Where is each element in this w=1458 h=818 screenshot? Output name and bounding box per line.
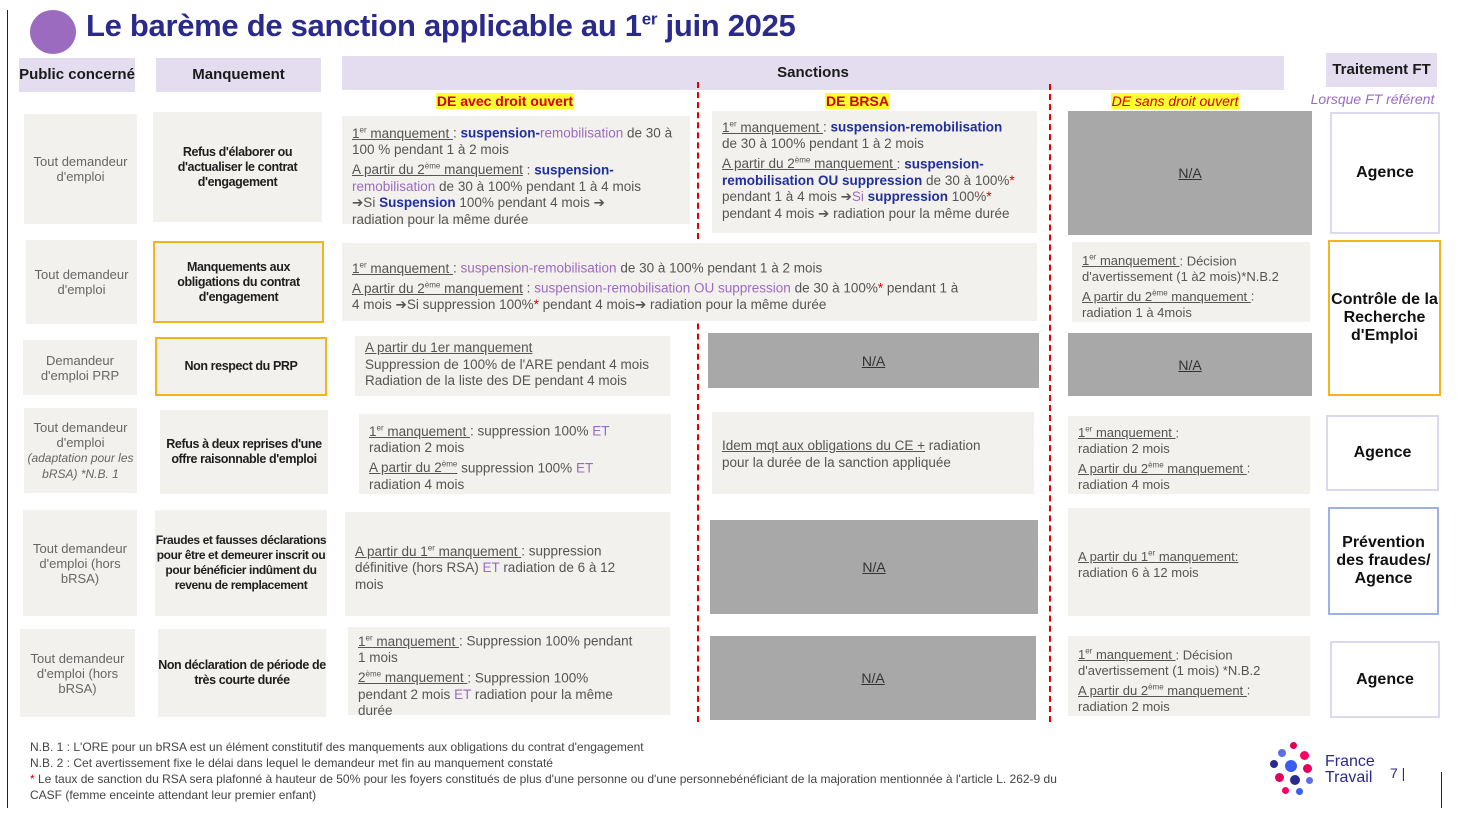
logo-wordmark: France Travail bbox=[1325, 753, 1375, 786]
footnote-star: * Le taux de sanction du RSA sera plafon… bbox=[30, 772, 1057, 786]
subheader-de-droit-ouvert: DE avec droit ouvert bbox=[435, 93, 575, 109]
row3-de-droit-ouvert-text: A partir du 1er manquement Suppression d… bbox=[355, 336, 670, 396]
row6-public: Tout demandeur d'emploi (hors bRSA) bbox=[20, 629, 135, 717]
row5-traitement: Prévention des fraudes/ Agence bbox=[1328, 507, 1439, 615]
row1-public: Tout demandeur d'emploi bbox=[24, 114, 137, 224]
row3-de-brsa-na: N/A bbox=[708, 333, 1039, 388]
row6-de-brsa-na: N/A bbox=[710, 636, 1036, 720]
row3-manquement: Non respect du PRP bbox=[155, 337, 327, 396]
row5-manquement: Fraudes et fausses déclarations pour êtr… bbox=[155, 510, 327, 616]
row2-manquement: Manquements aux obligations du contrat d… bbox=[153, 241, 324, 323]
right-border-line bbox=[1441, 772, 1442, 808]
header-sanctions: Sanctions bbox=[342, 56, 1284, 90]
footnote-star-2: CASF (femme enceinte attendant leur prem… bbox=[30, 788, 317, 802]
subheader-lorsque-ft: Lorsque FT référent bbox=[1310, 91, 1435, 107]
row2-de-sans-droit-text: 1er manquement : Décision d'avertissemen… bbox=[1072, 242, 1310, 322]
row4-de-droit-ouvert-text: 1er manquement : suppression 100% ET rad… bbox=[359, 414, 671, 494]
page-number: 7 | bbox=[1390, 765, 1406, 781]
row1-manquement: Refus d'élaborer ou d'actualiser le cont… bbox=[153, 112, 322, 222]
footnote-nb1: N.B. 1 : L'ORE pour un bRSA est un éléme… bbox=[30, 740, 644, 754]
row2-public: Tout demandeur d'emploi bbox=[26, 240, 137, 324]
column-separator-1 bbox=[697, 82, 699, 722]
row6-de-droit-ouvert-text: 1er manquement : Suppression 100% pendan… bbox=[348, 627, 670, 718]
page-title: Le barème de sanction applicable au 1er … bbox=[86, 8, 796, 43]
subheader-de-sans-droit: DE sans droit ouvert bbox=[1110, 93, 1240, 109]
row1-de-droit-ouvert-text: 1er manquement : suspension-remobilisati… bbox=[342, 116, 690, 227]
row3-public: Demandeur d'emploi PRP bbox=[23, 340, 137, 395]
row1-traitement: Agence bbox=[1330, 112, 1440, 234]
footnote-nb2: N.B. 2 : Cet avertissement fixe le délai… bbox=[30, 756, 553, 770]
header-public: Public concerné bbox=[19, 58, 135, 92]
row6-traitement: Agence bbox=[1330, 641, 1440, 718]
row4-manquement: Refus à deux reprises d'une offre raison… bbox=[160, 410, 328, 494]
row4-traitement: Agence bbox=[1326, 415, 1439, 491]
row1-de-sans-droit-na: N/A bbox=[1068, 111, 1312, 235]
france-travail-logo-icon bbox=[1268, 742, 1322, 796]
subheader-de-brsa: DE BRSA bbox=[824, 93, 890, 109]
left-border-line bbox=[7, 10, 8, 808]
row1-de-brsa-text: 1er manquement : suspension-remobilisati… bbox=[712, 111, 1037, 233]
row4-public: Tout demandeur d'emploi (adaptation pour … bbox=[24, 408, 137, 493]
row2-shared-text: 1er manquement : suspension-remobilisati… bbox=[342, 243, 1037, 321]
footnotes: N.B. 1 : L'ORE pour un bRSA est un éléme… bbox=[30, 739, 1180, 803]
row6-de-sans-droit-text: 1er manquement : Décision d'avertissemen… bbox=[1068, 636, 1310, 716]
row6-manquement: Non déclaration de période de très court… bbox=[158, 629, 326, 717]
row5-de-sans-droit-text: A partir du 1er manquement: radiation 6 … bbox=[1068, 508, 1310, 616]
row5-public: Tout demandeur d'emploi (hors bRSA) bbox=[23, 510, 137, 616]
row4-de-brsa-text: Idem mqt aux obligations du CE + radiati… bbox=[712, 412, 1034, 494]
row4-de-sans-droit-text: 1er manquement : radiation 2 mois A part… bbox=[1068, 416, 1310, 494]
row5-de-brsa-na: N/A bbox=[710, 520, 1038, 614]
header-traitement: Traitement FT bbox=[1326, 53, 1437, 87]
title-bullet-circle bbox=[30, 10, 76, 54]
column-separator-2 bbox=[1049, 84, 1051, 722]
row3-de-sans-droit-na: N/A bbox=[1068, 333, 1312, 396]
header-manquement: Manquement bbox=[156, 58, 321, 92]
row2-traitement: Contrôle de la Recherche d'Emploi bbox=[1328, 240, 1441, 396]
row5-de-droit-ouvert-text: A partir du 1er manquement : suppression… bbox=[345, 512, 670, 616]
